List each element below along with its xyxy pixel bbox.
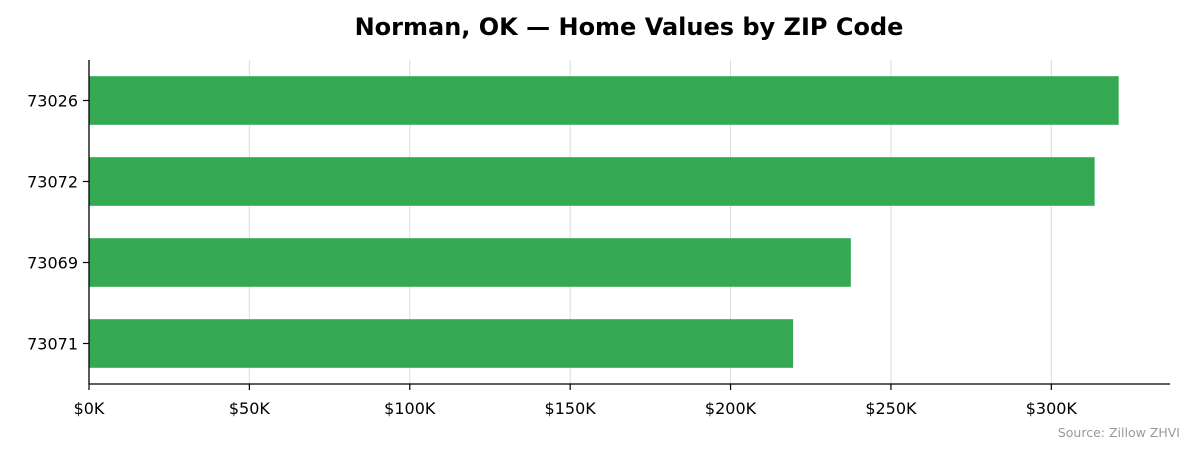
x-tick-label: $150K (545, 399, 597, 418)
x-tick-label: $300K (1026, 399, 1078, 418)
source-note: Source: Zillow ZHVI (1058, 425, 1180, 440)
bar-73069 (89, 238, 851, 287)
x-tick-label: $0K (74, 399, 105, 418)
bar-73072 (89, 157, 1095, 206)
x-axis-ticks: $0K $50K $100K $150K $200K $250K $300K (74, 384, 1078, 418)
y-tick-label: 73026 (27, 92, 78, 111)
x-tick-label: $100K (384, 399, 436, 418)
chart-title: Norman, OK — Home Values by ZIP Code (355, 13, 904, 41)
x-tick-label: $250K (865, 399, 917, 418)
y-tick-label: 73071 (27, 335, 78, 354)
x-tick-label: $200K (705, 399, 757, 418)
bar-73026 (89, 76, 1119, 125)
bar-73071 (89, 319, 794, 368)
axes (88, 60, 1170, 385)
y-tick-label: 73069 (27, 254, 78, 273)
bars (89, 76, 1119, 368)
x-tick-label: $50K (229, 399, 271, 418)
y-axis-ticks: 73026 73072 73069 73071 (27, 92, 89, 354)
y-tick-label: 73072 (27, 173, 78, 192)
